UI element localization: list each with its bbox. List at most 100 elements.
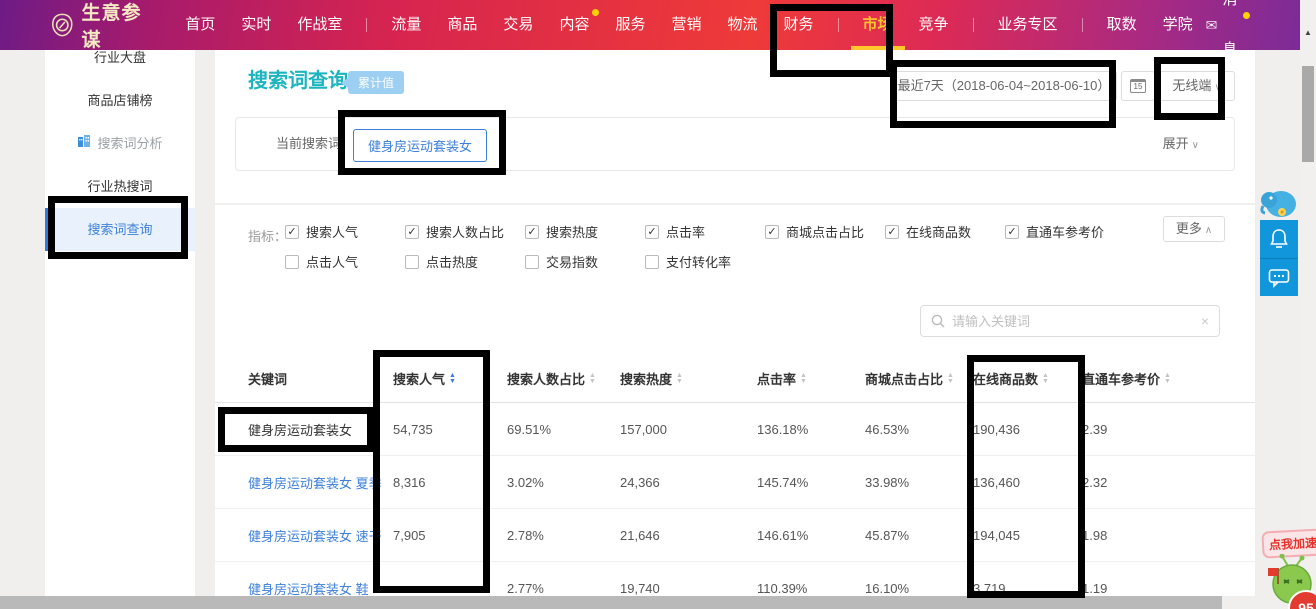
sort-up-icon: ▲	[1164, 371, 1171, 379]
column-header-keyword[interactable]: 关键词	[248, 369, 393, 388]
checkbox-online-products[interactable]: ✓	[885, 224, 899, 239]
bell-button[interactable]	[1260, 220, 1298, 258]
horizontal-scrollbar-thumb[interactable]	[0, 596, 1222, 609]
messages-label: 消息	[1222, 0, 1238, 58]
table-body: 健身房运动套装女 54,735 69.51% 157,000 136.18% 46.53%…	[215, 403, 1255, 609]
column-label: 直通车参考价	[1082, 372, 1161, 387]
clear-icon[interactable]: ×	[1200, 313, 1209, 329]
nav-item-realtime[interactable]: 实时	[241, 16, 272, 33]
cell-search-heat: 21,646	[620, 527, 660, 543]
checkbox-trade-index[interactable]	[525, 254, 539, 269]
nav-menu: 首页 实时 作战室 流量 商品 交易 内容 服务 营销 物流 财务 市场 竞争 业务专区 取数 学院	[172, 0, 1205, 50]
sort-icon[interactable]: ▲ ▼	[800, 372, 807, 385]
checkbox-click-rate[interactable]: ✓	[645, 224, 659, 239]
nav-item-market[interactable]: 市场	[850, 0, 906, 50]
nav-item-competition[interactable]: 竞争	[918, 16, 949, 33]
cell-search-heat: 19,740	[620, 580, 660, 596]
checkbox-click-popularity[interactable]	[285, 254, 299, 269]
checkbox-click-heat[interactable]	[405, 254, 419, 269]
checkbox-ppc-reference-price[interactable]: ✓	[1005, 224, 1019, 239]
nav-item-logistics[interactable]: 物流	[727, 16, 758, 33]
sort-icon[interactable]: ▲ ▼	[449, 372, 456, 385]
bell-icon	[1270, 229, 1288, 248]
nav-item-content[interactable]: 内容	[546, 0, 602, 50]
nav-divider	[972, 18, 974, 32]
metric-click-rate: ✓ 点击率	[645, 222, 765, 241]
page-title: 搜索词查询	[248, 70, 348, 92]
cell-search-user-ratio: 3.02%	[507, 474, 544, 490]
column-header-search-heat[interactable]: 搜索热度 ▲ ▼	[620, 369, 757, 388]
checkbox-payment-conversion[interactable]	[645, 254, 659, 269]
more-button[interactable]: 更多 ∧	[1163, 216, 1225, 242]
nav-item-trade[interactable]: 交易	[503, 16, 534, 33]
nav-item-war-room[interactable]: 作战室	[297, 16, 343, 33]
column-header-online-products[interactable]: 在线商品数 ▲ ▼	[973, 369, 1082, 388]
sidebar-item-product-shop-rank[interactable]: 商品店铺榜	[45, 79, 195, 122]
cell-search-heat: 24,366	[620, 474, 660, 490]
metric-label: 交易指数	[546, 255, 599, 270]
sidebar-item-label: 行业大盘	[93, 50, 146, 65]
table-row: 健身房运动套装女 速干 7,905 2.78% 21,646 146.61% 45.87%…	[215, 509, 1255, 562]
terminal-value: 无线端	[1172, 78, 1212, 93]
sort-icon[interactable]: ▲ ▼	[589, 372, 596, 385]
nav-item-traffic[interactable]: 流量	[391, 16, 422, 33]
cell-online-products: 136,460	[973, 474, 1020, 490]
count-badge[interactable]: 95	[1288, 590, 1316, 609]
elephant-mascot-icon	[1260, 191, 1296, 217]
nav-item-home[interactable]: 首页	[185, 16, 216, 33]
nav-item-academy[interactable]: 学院	[1162, 16, 1193, 33]
keyword-cell[interactable]: 健身房运动套装女 鞋	[248, 581, 369, 597]
horizontal-scrollbar[interactable]	[0, 596, 1300, 609]
sort-icon[interactable]: ▲ ▼	[1164, 371, 1171, 385]
notification-dot-icon	[1243, 12, 1250, 19]
terminal-select[interactable]: 无线端 ∨	[1159, 71, 1235, 101]
sort-icon[interactable]: ▲ ▼	[1042, 372, 1049, 385]
column-header-click-rate[interactable]: 点击率 ▲ ▼	[757, 369, 865, 388]
keyword-cell[interactable]: 健身房运动套装女 速干	[248, 528, 382, 544]
cell-ppc-reference-price: 1.19	[1082, 580, 1108, 596]
nav-item-business-zone[interactable]: 业务专区	[997, 16, 1058, 33]
logo[interactable]: 生意参谋	[52, 0, 142, 52]
column-header-search-user-ratio[interactable]: 搜索人数占比 ▲ ▼	[507, 369, 620, 388]
nav-item-marketing[interactable]: 营销	[671, 16, 702, 33]
expand-toggle[interactable]: 展开 ∨	[1163, 118, 1199, 172]
nav-item-product[interactable]: 商品	[447, 16, 478, 33]
calendar-button[interactable]: 15	[1121, 71, 1155, 101]
envelope-icon: ✉	[1205, 17, 1218, 33]
sort-icon[interactable]: ▲ ▼	[676, 372, 683, 385]
chevron-down-icon: ∨	[1214, 82, 1222, 93]
column-header-mall-click-ratio[interactable]: 商城点击占比 ▲ ▼	[865, 369, 973, 388]
sidebar: 行业大盘 商品店铺榜 搜索词分析 行业热搜词 搜索词查询	[45, 50, 195, 596]
floating-widgets	[1258, 186, 1300, 296]
sort-icon[interactable]: ▲ ▼	[947, 372, 954, 385]
sidebar-item-industry-hot-search[interactable]: 行业热搜词	[45, 165, 195, 208]
column-header-search-popularity[interactable]: 搜索人气 ▲ ▼	[393, 369, 507, 388]
checkbox-mall-click-ratio[interactable]: ✓	[765, 224, 779, 239]
column-header-ppc-reference-price[interactable]: 直通车参考价 ▲ ▼	[1082, 369, 1255, 388]
checkbox-search-user-ratio[interactable]: ✓	[405, 224, 419, 239]
scroll-up-arrow-icon[interactable]: ▲	[1304, 28, 1312, 37]
date-range-picker[interactable]: 最近7天（2018-06-04~2018-06-10）	[891, 71, 1117, 101]
sort-down-icon: ▼	[589, 377, 596, 385]
current-term-tag[interactable]: 健身房运动套装女	[353, 129, 488, 162]
checkbox-search-heat[interactable]: ✓	[525, 224, 539, 239]
nav-divider	[366, 18, 368, 32]
top-navbar: 生意参谋 首页 实时 作战室 流量 商品 交易 内容 服务 营销 物流 财务 市场 竞争 业务专区 取数 学院…	[0, 0, 1300, 58]
keyword-search-input[interactable]	[952, 313, 1194, 329]
expand-label: 展开	[1162, 136, 1189, 151]
chat-button[interactable]	[1260, 258, 1298, 296]
sidebar-item-search-term-query[interactable]: 搜索词查询	[45, 208, 195, 251]
nav-item-data-extract[interactable]: 取数	[1106, 16, 1137, 33]
keyword-cell[interactable]: 健身房运动套装女 夏季	[248, 475, 382, 491]
sidebar-item-industry-overview[interactable]: 行业大盘	[45, 50, 195, 79]
checkbox-search-popularity[interactable]: ✓	[285, 224, 299, 239]
nav-item-messages[interactable]: ✉ 消息	[1205, 0, 1250, 58]
cell-click-rate: 136.18%	[757, 421, 809, 437]
nav-item-service[interactable]: 服务	[615, 16, 646, 33]
vertical-scrollbar-thumb[interactable]	[1302, 66, 1314, 162]
nav-item-finance[interactable]: 财务	[783, 16, 814, 33]
vertical-scrollbar[interactable]: ▲	[1300, 0, 1316, 609]
app-title: 生意参谋	[81, 3, 142, 51]
metric-click-heat: 点击热度	[405, 252, 525, 271]
metrics-row-1: ✓ 搜索人气 ✓ 搜索人数占比 ✓ 搜索热度 ✓ 点击率 ✓ 商城点击占比 ✓ 在线商品数 ✓ 直通车参考…	[285, 222, 1125, 241]
